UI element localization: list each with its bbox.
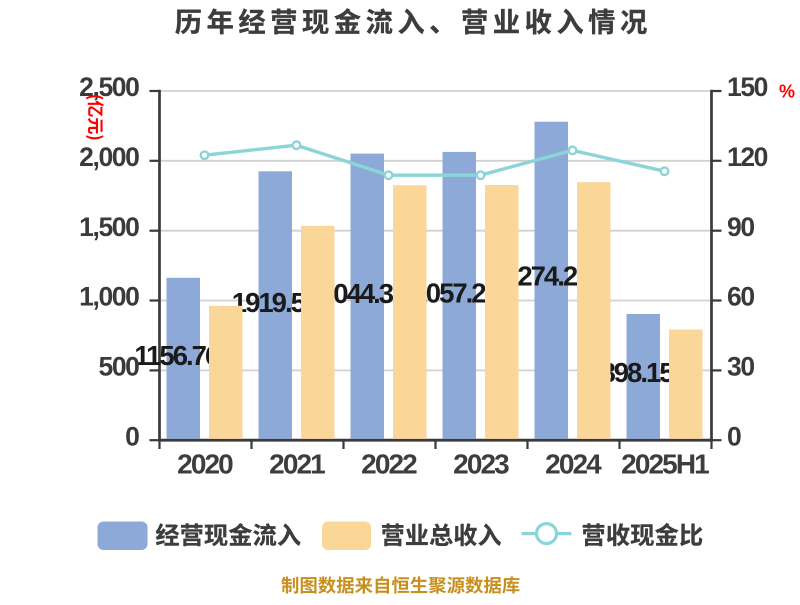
svg-text:1,000: 1,000 xyxy=(79,282,139,312)
svg-text:2020: 2020 xyxy=(177,449,233,480)
svg-text:30: 30 xyxy=(727,352,754,382)
svg-text:500: 500 xyxy=(98,352,139,382)
svg-text:150: 150 xyxy=(727,72,768,102)
svg-text:1156.76: 1156.76 xyxy=(134,340,220,371)
svg-text:0: 0 xyxy=(125,421,139,451)
svg-text:2021: 2021 xyxy=(269,449,325,480)
svg-text:2022: 2022 xyxy=(361,449,417,480)
svg-text:2023: 2023 xyxy=(453,449,509,480)
svg-text:898.15: 898.15 xyxy=(600,357,674,388)
svg-text:%: % xyxy=(779,82,795,102)
svg-text:90: 90 xyxy=(727,212,754,242)
svg-text:2,000: 2,000 xyxy=(79,142,139,172)
svg-text:120: 120 xyxy=(727,142,768,172)
svg-text:60: 60 xyxy=(727,282,754,312)
svg-text:1,500: 1,500 xyxy=(79,212,139,242)
svg-text:2025H1: 2025H1 xyxy=(621,449,709,480)
svg-text:0: 0 xyxy=(727,421,741,451)
svg-text:2024: 2024 xyxy=(545,449,602,480)
